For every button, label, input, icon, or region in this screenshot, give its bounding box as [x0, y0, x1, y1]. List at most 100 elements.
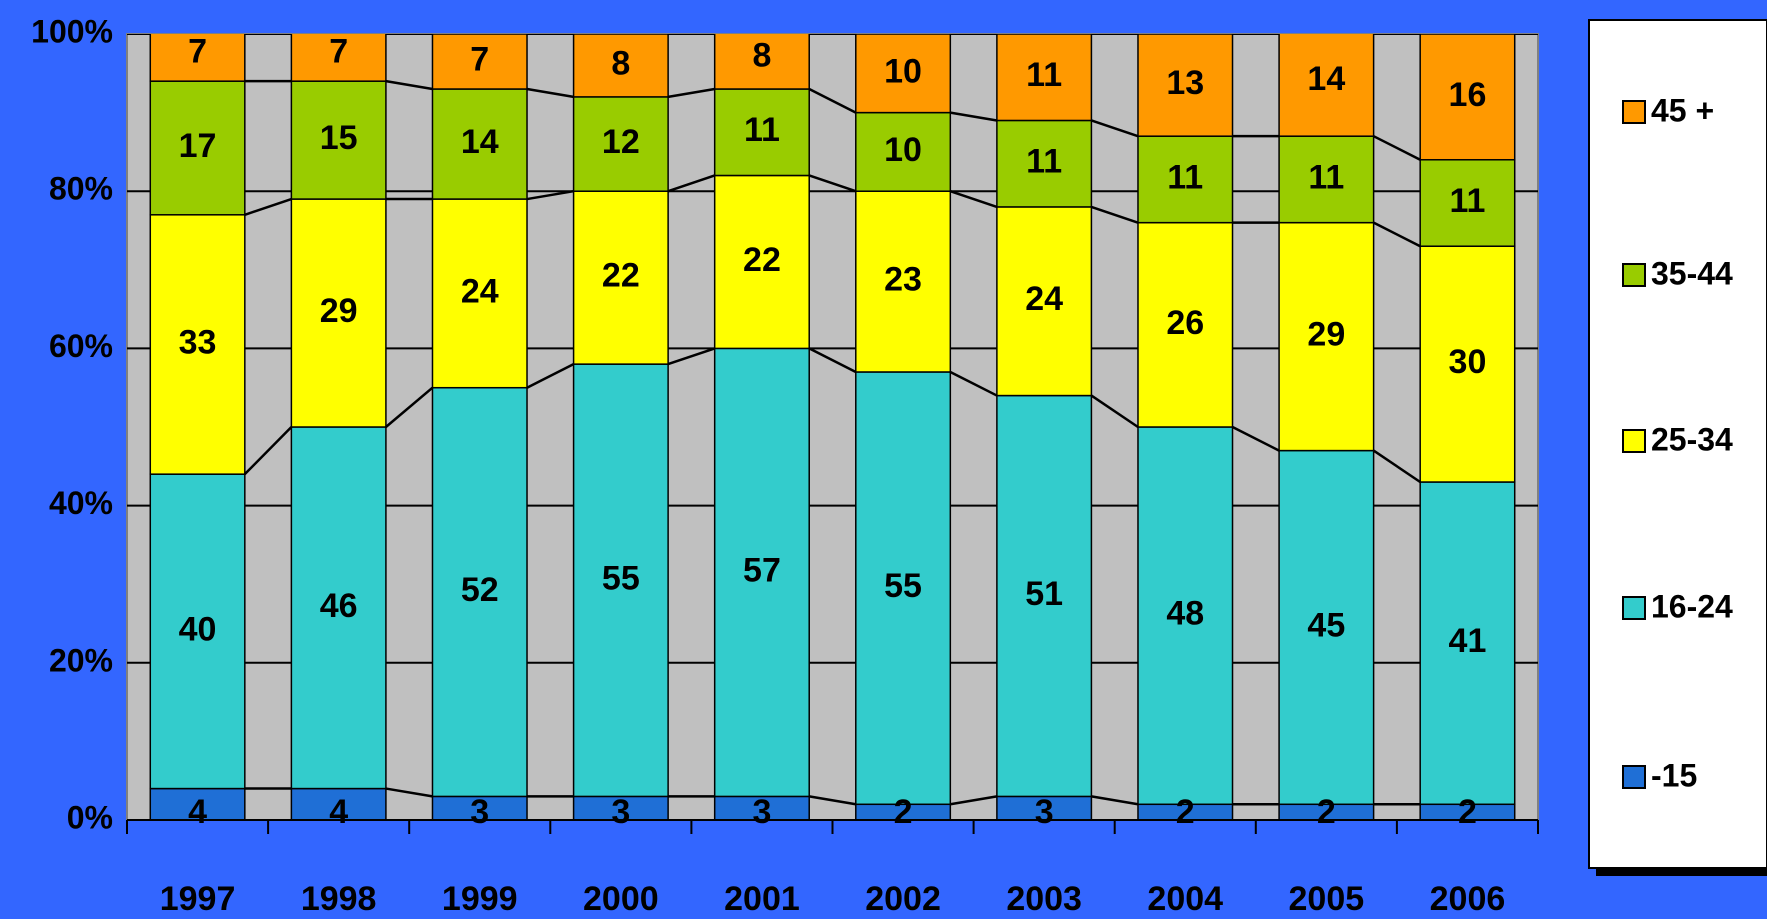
bar-segment — [149, 214, 246, 475]
bar-segment — [572, 363, 669, 798]
plot — [127, 34, 1538, 820]
data-label: 24 — [461, 272, 499, 310]
data-label: 11 — [1026, 56, 1062, 94]
data-label: 3 — [611, 793, 630, 831]
data-label: 22 — [743, 241, 781, 279]
data-label: 8 — [752, 37, 771, 75]
series-line — [808, 174, 857, 193]
series-line — [385, 787, 433, 798]
series-line — [1373, 135, 1421, 161]
bar-segment — [855, 190, 952, 373]
bar-segment — [855, 371, 952, 806]
data-label: 7 — [470, 40, 489, 78]
series-line — [385, 386, 434, 428]
x-tick-label: 2006 — [1430, 880, 1506, 918]
bar-segment — [290, 34, 387, 82]
data-label: 2 — [1317, 793, 1336, 831]
series-line — [667, 87, 715, 99]
data-label: 13 — [1166, 64, 1204, 102]
series-line — [1091, 119, 1139, 138]
bar-segment — [1419, 245, 1516, 483]
data-label: 7 — [329, 33, 348, 71]
data-label: 45 — [1307, 606, 1345, 644]
x-tick-label: 2004 — [1147, 880, 1223, 918]
bar-segment — [1419, 481, 1516, 806]
x-tick-label: 2003 — [1006, 880, 1082, 918]
data-label: 24 — [1025, 280, 1063, 318]
series-line — [526, 87, 574, 99]
bar-segment — [572, 34, 669, 98]
data-label: 3 — [1035, 793, 1054, 831]
bar-segment — [1278, 449, 1375, 806]
legend — [1588, 19, 1767, 869]
data-label: 3 — [470, 793, 489, 831]
bar-segment — [1137, 135, 1234, 224]
data-label: 3 — [752, 793, 771, 831]
bar-segment — [290, 787, 387, 820]
data-label: 15 — [320, 119, 358, 157]
data-label: 33 — [179, 323, 217, 361]
bar-segment — [1278, 34, 1375, 137]
data-label: 10 — [884, 52, 922, 90]
bar-segment — [1137, 426, 1234, 806]
data-label: 46 — [320, 587, 358, 625]
bar-segment — [431, 34, 528, 90]
series-line — [1373, 221, 1421, 248]
bar-segment — [996, 34, 1093, 122]
data-label: 8 — [611, 44, 630, 82]
bar-segment — [290, 426, 387, 790]
series-line — [1090, 394, 1139, 429]
legend-label: 25-34 — [1651, 421, 1733, 457]
x-tick-label: 2001 — [724, 880, 800, 918]
data-label: 55 — [884, 567, 922, 605]
data-label: 14 — [461, 123, 499, 161]
data-label: 4 — [188, 793, 207, 831]
y-tick-label: 60% — [49, 328, 113, 364]
data-label: 11 — [1026, 143, 1062, 181]
y-tick-label: 40% — [49, 485, 113, 521]
series-line — [809, 795, 856, 806]
series-line — [667, 174, 716, 193]
data-label: 29 — [1307, 316, 1345, 354]
series-line — [667, 347, 716, 366]
legend-marker — [1622, 100, 1646, 124]
bar-segment — [290, 80, 387, 200]
bar-segment — [149, 34, 246, 82]
data-label: 55 — [602, 559, 640, 597]
bar-segment — [149, 80, 246, 216]
legend-marker — [1622, 263, 1646, 287]
legend-marker — [1622, 429, 1646, 453]
bar-segment — [431, 198, 528, 389]
bar-segment — [1419, 34, 1516, 161]
data-label: 11 — [744, 111, 780, 149]
legend-marker — [1622, 765, 1646, 789]
data-label: 17 — [179, 127, 217, 165]
y-tick-label: 20% — [49, 642, 113, 678]
legend-label: -15 — [1651, 757, 1697, 793]
series-line — [808, 87, 857, 114]
bar-segment — [572, 96, 669, 192]
data-label: 40 — [179, 610, 217, 648]
data-label: 12 — [602, 123, 640, 161]
data-label: 7 — [188, 33, 207, 71]
series-line — [1372, 449, 1421, 484]
bar-segment — [572, 190, 669, 365]
bar-segment — [149, 787, 246, 820]
series-line — [1231, 425, 1280, 452]
bar-segment — [431, 386, 528, 798]
data-label: 22 — [602, 257, 640, 295]
data-label: 2 — [1458, 793, 1477, 831]
series-line — [949, 190, 998, 209]
data-label: 30 — [1449, 343, 1487, 381]
series-line — [244, 197, 292, 216]
bar-segment — [855, 111, 952, 192]
series-line — [526, 363, 575, 389]
data-label: 52 — [461, 571, 499, 609]
bar-segment — [996, 206, 1093, 397]
data-label: 16 — [1449, 76, 1487, 114]
bar-segment — [431, 88, 528, 200]
series-line — [385, 79, 433, 91]
data-label: 57 — [743, 551, 781, 589]
legend-marker — [1622, 596, 1646, 620]
